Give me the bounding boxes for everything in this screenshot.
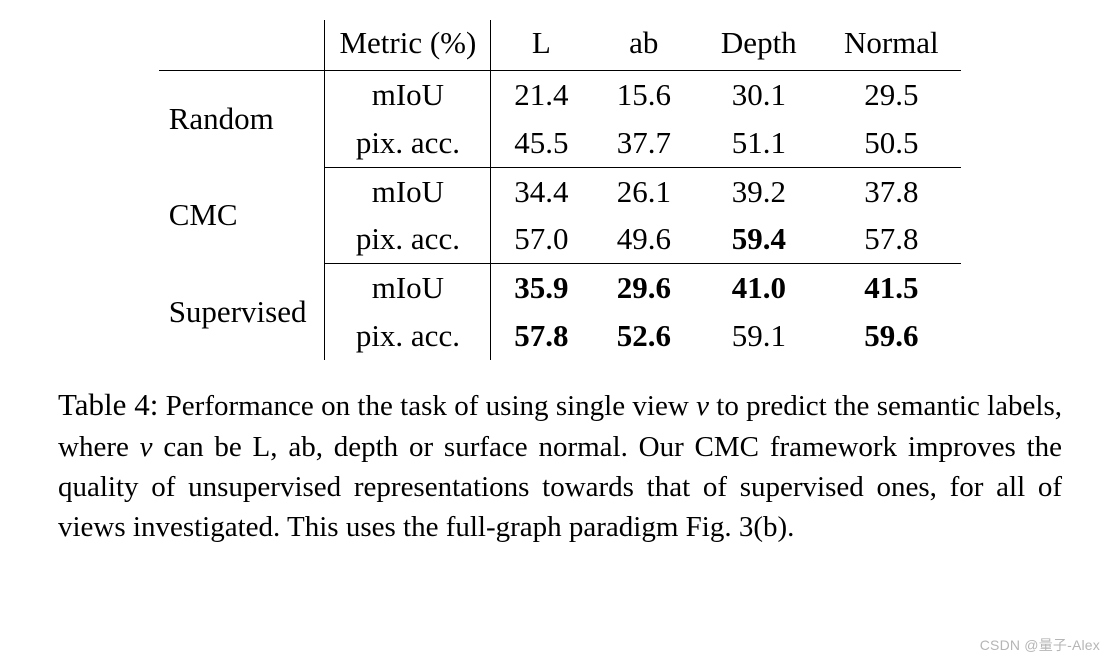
cell-value: 41.5	[821, 264, 961, 312]
watermark: CSDN @量子-Alex	[980, 635, 1100, 655]
header-depth: Depth	[696, 20, 821, 70]
group-label-random: Random	[159, 70, 325, 167]
results-table: Metric (%) L ab Depth Normal Random mIoU…	[159, 20, 962, 360]
table-caption: Table 4: Performance on the task of usin…	[58, 384, 1062, 547]
cell-value: 57.8	[491, 312, 592, 360]
cell-metric: mIoU	[325, 167, 491, 215]
cell-value: 41.0	[696, 264, 821, 312]
cell-metric: pix. acc.	[325, 312, 491, 360]
cell-metric: mIoU	[325, 70, 491, 118]
header-ab: ab	[591, 20, 696, 70]
header-blank	[159, 20, 325, 70]
cell-value: 59.4	[696, 215, 821, 263]
cell-value: 59.6	[821, 312, 961, 360]
cell-value: 21.4	[491, 70, 592, 118]
cell-value: 57.0	[491, 215, 592, 263]
cell-value: 50.5	[821, 119, 961, 167]
cell-value: 39.2	[696, 167, 821, 215]
group-label-supervised: Supervised	[159, 264, 325, 360]
cell-value: 26.1	[591, 167, 696, 215]
cell-value: 29.6	[591, 264, 696, 312]
caption-var: v	[140, 431, 153, 463]
caption-text: Performance on the task of using single …	[158, 390, 696, 422]
caption-label: Table 4:	[58, 387, 158, 422]
cell-value: 34.4	[491, 167, 592, 215]
cell-value: 51.1	[696, 119, 821, 167]
cell-value: 45.5	[491, 119, 592, 167]
group-label-cmc: CMC	[159, 167, 325, 264]
cell-value: 59.1	[696, 312, 821, 360]
header-normal: Normal	[821, 20, 961, 70]
cell-value: 37.7	[591, 119, 696, 167]
cell-value: 30.1	[696, 70, 821, 118]
cell-value: 57.8	[821, 215, 961, 263]
caption-text: can be L, ab, depth or surface normal. O…	[58, 431, 1062, 543]
caption-var: v	[696, 390, 709, 422]
header-L: L	[491, 20, 592, 70]
cell-metric: mIoU	[325, 264, 491, 312]
cell-value: 29.5	[821, 70, 961, 118]
header-metric: Metric (%)	[325, 20, 491, 70]
cell-metric: pix. acc.	[325, 215, 491, 263]
cell-value: 49.6	[591, 215, 696, 263]
cell-value: 52.6	[591, 312, 696, 360]
cell-value: 37.8	[821, 167, 961, 215]
cell-value: 35.9	[491, 264, 592, 312]
cell-metric: pix. acc.	[325, 119, 491, 167]
cell-value: 15.6	[591, 70, 696, 118]
